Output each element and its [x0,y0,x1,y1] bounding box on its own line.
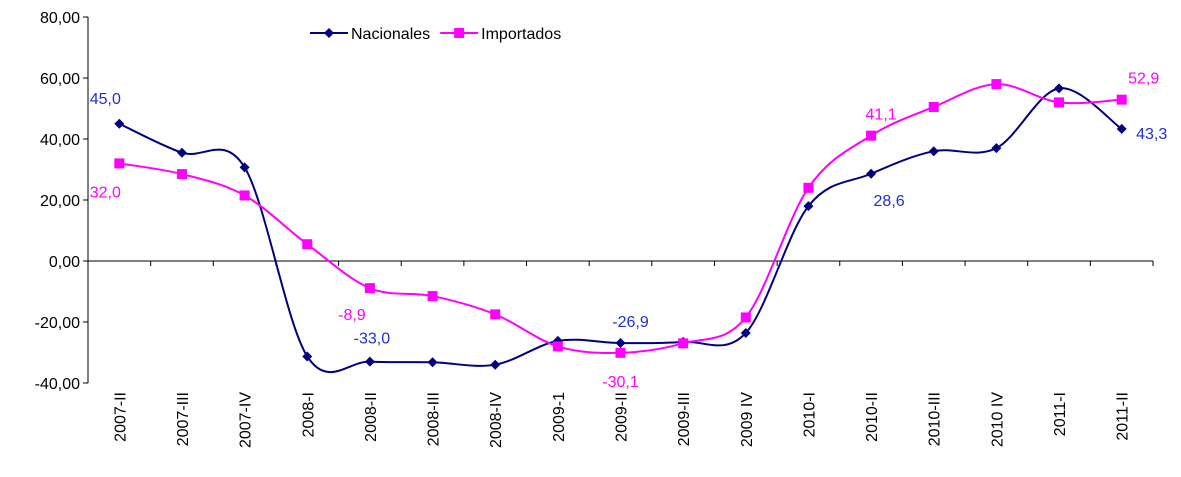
marker [928,146,939,157]
x-tick-label: 2008-I [300,392,317,437]
marker [991,79,1002,90]
data-label: -8,9 [338,307,366,324]
x-tick-label: 2008-IV [488,392,505,448]
marker [302,239,313,250]
marker [991,143,1002,154]
y-tick-label: 80,00 [40,10,80,27]
marker [490,359,501,370]
marker [866,130,877,141]
y-tick-label: -40,00 [35,376,80,393]
x-tick-label: 2009-II [614,392,631,442]
x-tick-label: 2007-II [112,392,129,442]
data-label: -26,9 [612,314,649,331]
marker [324,28,334,38]
y-tick-label: 20,00 [40,193,80,210]
y-tick-label: 0,00 [49,254,80,271]
data-label: 28,6 [874,193,905,210]
marker [1054,97,1065,108]
marker [490,309,501,320]
marker [239,162,250,173]
marker [803,201,814,212]
x-tick-label: 2007-IV [238,392,255,448]
marker [615,338,626,349]
marker [1116,123,1127,134]
x-tick-label: 2010 IV [989,392,1006,447]
marker [364,356,375,367]
data-label: -33,0 [354,331,391,348]
marker [740,327,751,338]
data-label: 43,3 [1136,126,1167,143]
x-tick-label: 2009 IV [739,392,756,447]
y-tick-label: 60,00 [40,71,80,88]
marker [302,351,313,362]
marker [866,168,877,179]
marker [239,190,250,201]
marker [114,118,125,129]
data-label: 32,0 [90,184,121,201]
marker [678,338,689,349]
marker [427,357,438,368]
data-label: -30,1 [602,374,639,391]
x-tick-label: 2009-III [676,392,693,446]
marker [176,169,187,180]
data-label: 52,9 [1128,71,1159,88]
marker [364,283,375,294]
legend-item: Nacionales [310,26,430,43]
marker [1116,94,1127,105]
x-tick-label: 2008-III [426,392,443,446]
marker [454,28,465,38]
y-tick-label: -20,00 [35,315,80,332]
y-tick-label: 40,00 [40,132,80,149]
marker [803,182,814,193]
x-tick-label: 2011-I [1052,392,1069,436]
x-tick-label: 2010-II [864,392,881,442]
marker [1054,83,1065,94]
x-tick-label: 2007-III [175,392,192,446]
marker [615,347,626,358]
x-tick-label: 2010-III [927,392,944,446]
x-tick-label: 2009-1 [551,392,568,442]
data-label: 41,1 [866,107,897,124]
marker [427,291,438,302]
legend-label: Nacionales [351,26,430,43]
legend-label: Importados [481,26,561,43]
marker [928,101,939,112]
x-tick-label: 2010-I [801,392,818,437]
line [119,83,1122,354]
marker [114,158,125,169]
data-label: 45,0 [90,91,121,108]
marker [552,341,563,352]
legend-item: Importados [440,26,561,43]
x-tick-label: 2008-II [363,392,380,442]
marker [176,147,187,158]
marker [740,312,751,323]
x-tick-label: 2011-II [1115,392,1132,441]
